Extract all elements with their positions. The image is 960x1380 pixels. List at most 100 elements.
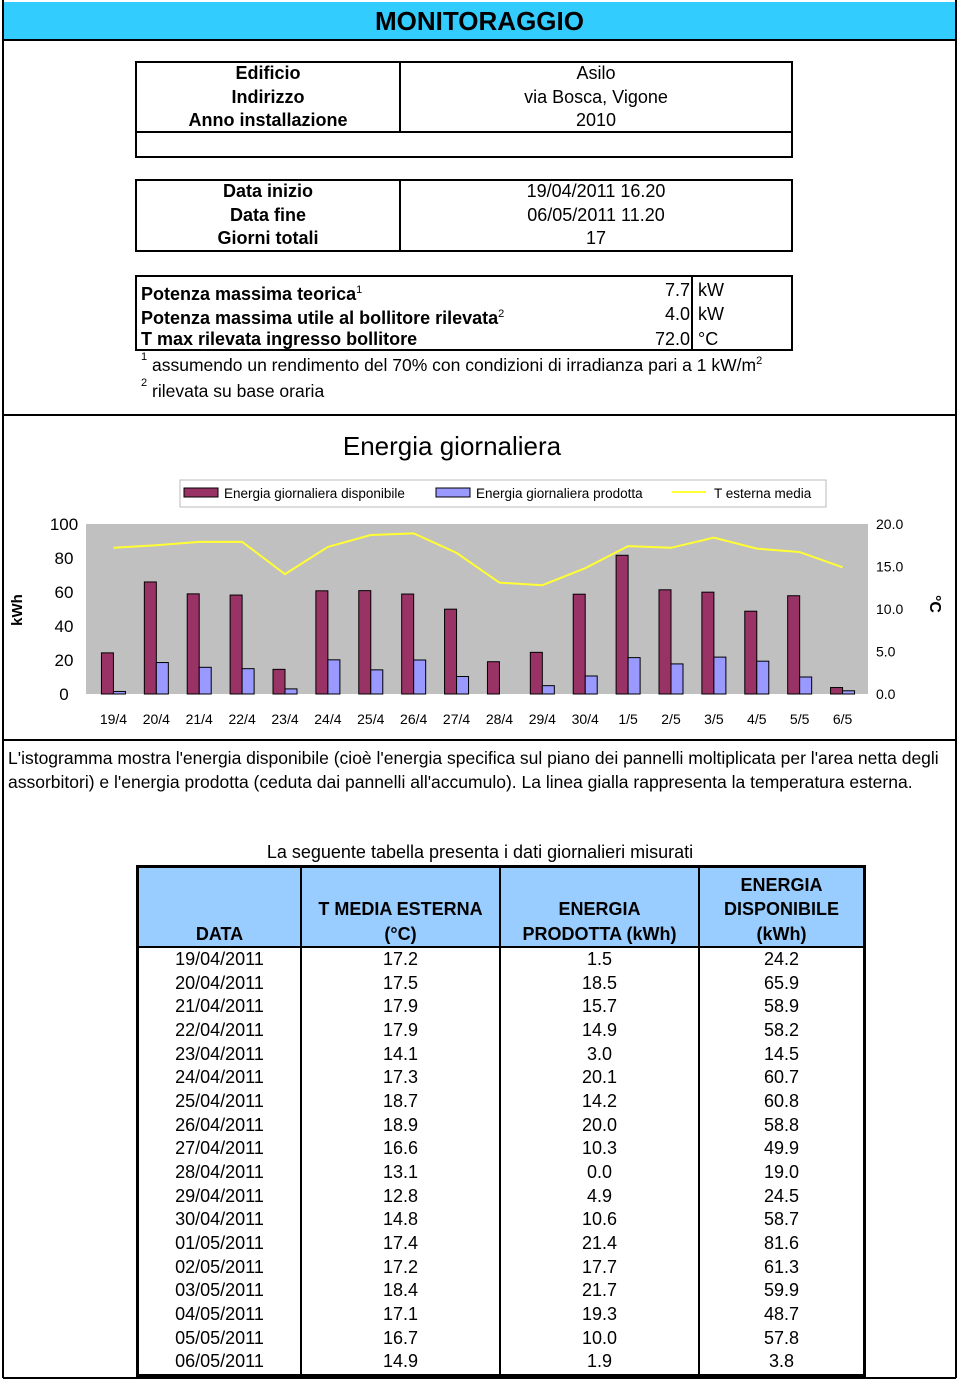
- table-cell: 26/04/2011: [136, 1113, 302, 1138]
- table-cell: 20.1: [499, 1066, 700, 1090]
- bar: [842, 690, 856, 695]
- x-tick-label: 30/4: [572, 711, 599, 727]
- table-cell: 1.9: [499, 1350, 700, 1376]
- header-line: ENERGIA: [558, 899, 641, 919]
- table-cell: 65.9: [698, 971, 866, 996]
- table-row: 19/04/2011 17.2 1.5 24.2: [136, 947, 866, 972]
- bar: [198, 666, 212, 695]
- y2-tick-label: 10.0: [876, 601, 903, 617]
- bar: [241, 668, 255, 695]
- legend-label: T esterna media: [714, 486, 812, 501]
- table-cell: 23/04/2011: [136, 1042, 302, 1067]
- bar: [272, 668, 286, 695]
- header-line: ENERGIA: [740, 874, 823, 895]
- y-axis-label: kWh: [9, 594, 26, 626]
- x-tick-label: 23/4: [271, 711, 298, 727]
- table-cell: 05/05/2011: [136, 1326, 302, 1351]
- table-cell: 21.7: [499, 1279, 700, 1303]
- plot-area: [86, 524, 868, 694]
- value: 2010: [575, 110, 617, 130]
- table-cell: 58.7: [698, 1208, 866, 1232]
- bar: [529, 651, 543, 695]
- y2-axis-label: °C: [926, 595, 943, 613]
- table-cell: 20/04/2011: [136, 971, 302, 996]
- table-cell: 18.7: [300, 1089, 501, 1114]
- line: [113, 532, 843, 587]
- table-cell: 17.9: [300, 995, 501, 1019]
- label: Edificio: [235, 63, 301, 83]
- header-line: T MEDIA ESTERNA: [318, 899, 483, 919]
- x-tick-label: 4/5: [747, 711, 767, 727]
- table-cell: 19/04/2011: [136, 947, 302, 972]
- table-row: 21/04/2011 17.9 15.7 58.9: [136, 995, 866, 1019]
- y2-tick-label: 15.0: [876, 559, 903, 575]
- note: rilevata su base oraria: [152, 381, 324, 402]
- table-cell: 17.1: [300, 1302, 501, 1327]
- bar: [229, 594, 243, 695]
- table-row: 01/05/2011 17.4 21.4 81.6: [136, 1231, 866, 1256]
- table-cell: 14.9: [499, 1018, 700, 1043]
- bar: [713, 656, 727, 695]
- x-tick-label: 3/5: [704, 711, 724, 727]
- table-cell: 58.8: [698, 1113, 866, 1138]
- bar: [830, 687, 844, 695]
- table-row: 26/04/2011 18.9 20.0 58.8: [136, 1113, 866, 1138]
- legend-box: [179, 479, 827, 508]
- table-cell: 1.5: [499, 947, 700, 972]
- table-cell: 81.6: [698, 1231, 866, 1256]
- y-tick-label: 40: [55, 617, 74, 636]
- bar: [186, 593, 200, 695]
- table-row: 20/04/2011 17.5 18.5 65.9: [136, 971, 866, 996]
- table-row: 05/05/2011 16.7 10.0 57.8: [136, 1326, 866, 1351]
- y2-tick-label: 0.0: [876, 686, 896, 702]
- note-mark: 1: [141, 351, 148, 363]
- bar: [615, 554, 629, 695]
- value: 17: [585, 228, 607, 249]
- label-text: Potenza massima teorica: [141, 284, 357, 304]
- x-tick-label: 6/5: [833, 711, 853, 727]
- note: assumendo un rendimento del 70% con cond…: [152, 355, 762, 376]
- table-cell: 14.5: [698, 1042, 866, 1067]
- table-cell: 57.8: [698, 1326, 866, 1351]
- header-line: (kWh): [756, 923, 807, 944]
- value: via Bosca, Vigone: [524, 86, 668, 107]
- table-cell: 10.0: [499, 1326, 700, 1351]
- page-title: MONITORAGGIO: [375, 6, 584, 36]
- table-cell: 16.6: [300, 1137, 501, 1161]
- table-cell: 3.8: [698, 1350, 866, 1376]
- table-cell: 59.9: [698, 1279, 866, 1303]
- x-tick-label: 19/4: [100, 711, 127, 727]
- x-tick-label: 21/4: [186, 711, 213, 727]
- table-cell: 17.4: [300, 1231, 501, 1256]
- table-cell: 29/04/2011: [136, 1184, 302, 1209]
- chart-title: Energia giornaliera: [343, 431, 562, 461]
- table-cell: 21.4: [499, 1231, 700, 1256]
- bar: [670, 663, 684, 695]
- table-cell: 20.0: [499, 1113, 700, 1138]
- bar: [401, 593, 415, 695]
- period-box: [135, 179, 793, 252]
- table-cell: 06/05/2011: [136, 1350, 302, 1376]
- table-cell: 18.9: [300, 1113, 501, 1138]
- bar: [658, 589, 672, 695]
- bar: [112, 690, 126, 695]
- note-text: assumendo un rendimento del 70% con cond…: [152, 355, 757, 375]
- label: Indirizzo: [231, 86, 305, 107]
- table-cell: 24.5: [698, 1184, 866, 1209]
- y2-tick-label: 5.0: [876, 644, 896, 660]
- x-tick-label: 29/4: [529, 711, 556, 727]
- table-cell: 02/05/2011: [136, 1255, 302, 1280]
- table-cell: 60.7: [698, 1066, 866, 1090]
- note-sup: 2: [756, 355, 763, 368]
- table-cell: 14.8: [300, 1208, 501, 1232]
- legend-swatch: [435, 487, 471, 498]
- value: 06/05/2011 11.20: [527, 204, 665, 225]
- table-row: 03/05/2011 18.4 21.7 59.9: [136, 1279, 866, 1303]
- power-value: 4.0: [664, 304, 690, 325]
- bar: [327, 659, 341, 695]
- table-row: 30/04/2011 14.8 10.6 58.7: [136, 1208, 866, 1232]
- table-cell: 3.0: [499, 1042, 700, 1067]
- table-row: 27/04/2011 16.6 10.3 49.9: [136, 1137, 866, 1161]
- table-cell: 4.9: [499, 1184, 700, 1209]
